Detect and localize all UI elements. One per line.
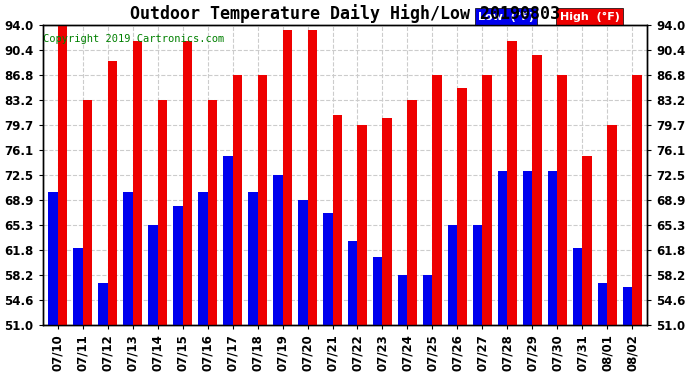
Bar [533, 56, 542, 325]
Bar [248, 192, 257, 325]
Bar [173, 206, 183, 325]
Bar [148, 225, 157, 325]
Bar [223, 156, 233, 325]
Bar [73, 248, 83, 325]
Bar [598, 283, 607, 325]
Bar [398, 274, 408, 325]
Bar [57, 25, 67, 325]
Bar [448, 225, 457, 325]
Bar [633, 75, 642, 325]
Bar [108, 61, 117, 325]
Text: Low  (°F): Low (°F) [478, 12, 534, 22]
Bar [433, 75, 442, 325]
Bar [83, 100, 92, 325]
Bar [273, 175, 282, 325]
Bar [482, 75, 492, 325]
Bar [208, 100, 217, 325]
Bar [282, 30, 292, 325]
Bar [408, 100, 417, 325]
Bar [382, 118, 392, 325]
Bar [183, 42, 192, 325]
Bar [457, 87, 467, 325]
Bar [623, 286, 633, 325]
Bar [523, 171, 533, 325]
Bar [157, 100, 167, 325]
Bar [323, 213, 333, 325]
Text: High  (°F): High (°F) [560, 12, 620, 22]
Text: Copyright 2019 Cartronics.com: Copyright 2019 Cartronics.com [43, 34, 224, 44]
Bar [132, 42, 142, 325]
Bar [98, 283, 108, 325]
Bar [333, 116, 342, 325]
Bar [257, 75, 267, 325]
Bar [48, 192, 57, 325]
Bar [123, 192, 132, 325]
Bar [373, 256, 382, 325]
Bar [473, 225, 482, 325]
Bar [558, 75, 567, 325]
Bar [573, 248, 582, 325]
Bar [423, 274, 433, 325]
Bar [582, 156, 592, 325]
Bar [198, 192, 208, 325]
Bar [507, 42, 517, 325]
Bar [357, 124, 367, 325]
Title: Outdoor Temperature Daily High/Low 20190803: Outdoor Temperature Daily High/Low 20190… [130, 4, 560, 23]
Bar [298, 200, 308, 325]
Bar [233, 75, 242, 325]
Bar [308, 30, 317, 325]
Bar [548, 171, 558, 325]
Bar [498, 171, 507, 325]
Bar [607, 124, 617, 325]
Bar [348, 241, 357, 325]
